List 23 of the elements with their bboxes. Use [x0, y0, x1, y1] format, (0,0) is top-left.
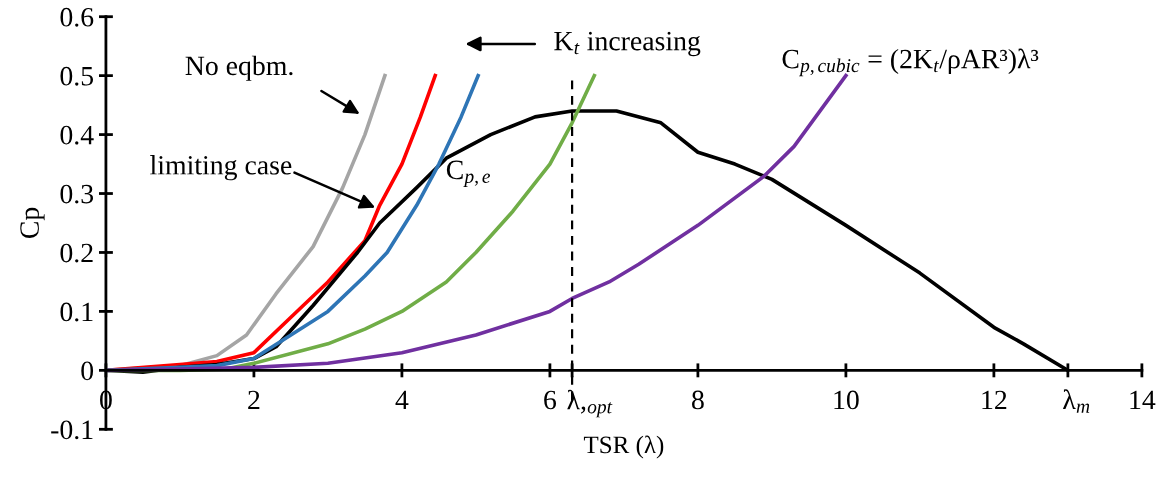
x-tick-label: 2	[248, 390, 260, 410]
y-tick-label: -0.1	[51, 420, 93, 440]
x-tick-label: 14	[1130, 390, 1156, 410]
x-tick-label: 8	[692, 390, 704, 410]
y-tick-label: 0.5	[60, 66, 94, 86]
y-tick-label: 0.2	[60, 243, 93, 263]
y-tick-label: 0	[81, 361, 94, 381]
annotation: limiting case	[150, 155, 292, 181]
y-axis-title: Cp	[20, 207, 45, 239]
x-tick-label: 10	[834, 390, 859, 410]
y-tick-label: 0.4	[60, 125, 94, 145]
x-tick-label: 6	[544, 390, 557, 410]
x-axis-title: TSR (λ)	[583, 435, 664, 459]
annotation: No eqbm.	[185, 55, 293, 81]
y-tick-label: 0.6	[60, 7, 94, 27]
y-tick-label: 0.3	[60, 184, 94, 204]
x-tick-label: 12	[982, 390, 1007, 410]
x-tick-label: 4	[395, 390, 409, 410]
annotation: K$_{t}$ increasing	[554, 31, 701, 57]
annotation: C$_{p,e}$	[446, 160, 491, 187]
x-tick-label: λ$_{m}$	[1063, 389, 1090, 413]
annotation: C$_{p,cubic}$ = (2K$_{t}$/ρAR³)λ³	[782, 48, 1039, 77]
y-tick-label: 0.1	[60, 302, 93, 322]
